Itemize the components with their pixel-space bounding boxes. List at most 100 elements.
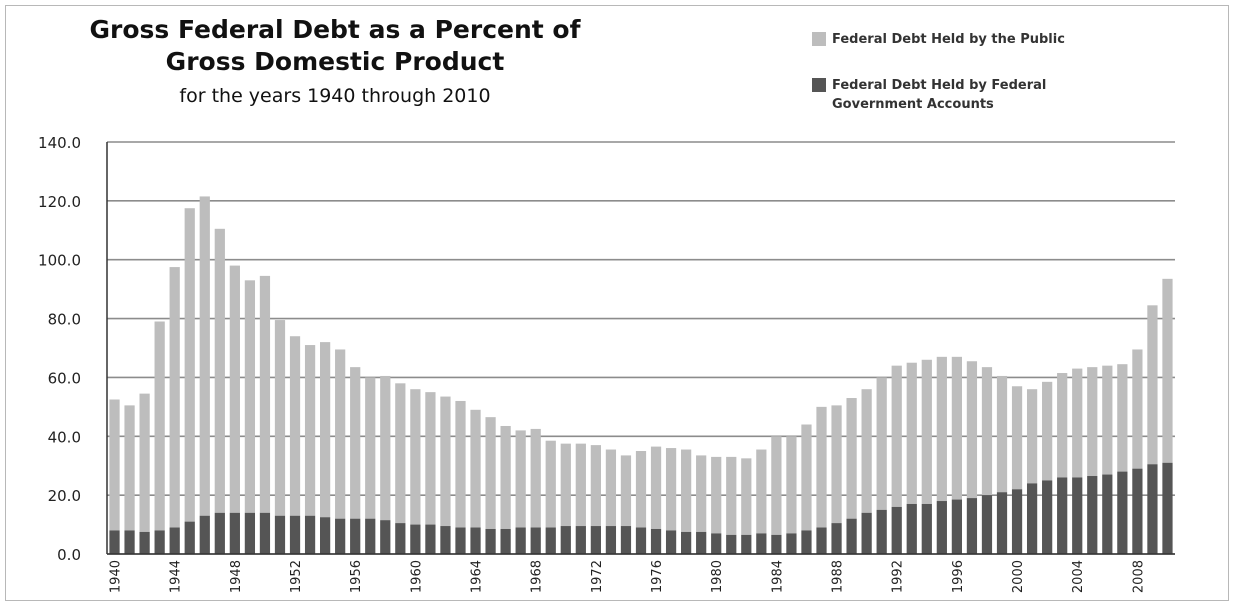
bar-public-2007: [1117, 364, 1128, 472]
bar-federal-2004: [1072, 477, 1083, 554]
bar-public-1997: [966, 361, 978, 499]
legend-label-public: Federal Debt Held by the Public: [832, 32, 1065, 47]
bar-public-1979: [696, 455, 707, 532]
bar-federal-1992: [891, 506, 902, 554]
bar-public-1966: [500, 425, 511, 529]
x-tick-label-1992: 1992: [891, 560, 906, 593]
bar-federal-1964: [470, 527, 481, 554]
bar-public-1960: [410, 389, 421, 525]
x-tick-label-1996: 1996: [951, 560, 966, 593]
chart-title-line-2: Gross Domestic Product: [165, 47, 505, 76]
bar-federal-1968: [530, 527, 541, 554]
x-tick-label-1964: 1964: [470, 560, 485, 593]
y-tick-label: 100.0: [38, 252, 81, 270]
bar-federal-1966: [500, 528, 511, 554]
bar-federal-1951: [274, 515, 286, 554]
bar-public-2004: [1072, 368, 1083, 478]
bar-public-2003: [1057, 373, 1068, 478]
bar-public-1950: [259, 275, 271, 513]
bar-federal-1965: [485, 528, 496, 554]
bar-federal-1977: [665, 530, 677, 554]
bar-public-1955: [335, 349, 346, 519]
bar-federal-1974: [620, 526, 632, 554]
bar-public-1970: [560, 443, 571, 527]
bar-federal-1949: [244, 512, 256, 554]
bar-public-1963: [455, 400, 466, 528]
bar-federal-1945: [184, 521, 195, 554]
bar-public-1948: [229, 265, 240, 513]
bar-public-1956: [350, 367, 361, 519]
bar-federal-1976: [650, 528, 662, 554]
bar-public-1981: [726, 456, 737, 535]
bar-public-1992: [891, 365, 902, 507]
bar-federal-1995: [936, 501, 947, 554]
bar-public-1978: [681, 449, 692, 532]
bar-public-2006: [1102, 365, 1113, 475]
x-tick-label-1968: 1968: [530, 560, 545, 593]
bar-federal-1978: [681, 531, 692, 554]
bar-federal-1960: [410, 524, 421, 554]
chart-subtitle: for the years 1940 through 2010: [179, 85, 491, 107]
bar-public-1987: [816, 406, 827, 528]
x-tick-label-1980: 1980: [710, 560, 725, 593]
bar-federal-2000: [1011, 489, 1023, 554]
bar-public-1945: [184, 208, 195, 522]
bar-public-2005: [1087, 367, 1098, 477]
bar-public-1990: [861, 389, 872, 513]
bar-public-1954: [319, 342, 331, 518]
legend-item-federal: Federal Debt Held by Federal Government …: [812, 76, 1092, 114]
bar-federal-1971: [575, 526, 586, 554]
bar-federal-1980: [711, 533, 722, 554]
bar-federal-1941: [124, 530, 135, 554]
x-tick-label-1956: 1956: [349, 560, 364, 593]
x-tick-label-2000: 2000: [1011, 560, 1026, 593]
y-tick-label: 120.0: [38, 193, 81, 211]
bar-federal-1947: [214, 512, 225, 554]
bar-public-2000: [1011, 386, 1023, 490]
bar-federal-1999: [996, 492, 1008, 554]
bar-federal-1953: [304, 515, 316, 554]
bar-public-1994: [921, 359, 932, 504]
bar-federal-1950: [259, 512, 271, 554]
bar-public-1988: [831, 405, 842, 524]
bar-public-1982: [741, 458, 752, 535]
bar-public-1996: [951, 356, 963, 500]
bar-federal-1955: [335, 518, 346, 554]
bar-federal-1944: [169, 527, 180, 554]
bar-public-1974: [620, 455, 632, 527]
y-tick-label: 140.0: [38, 134, 81, 152]
y-tick-label: 0.0: [57, 546, 81, 564]
bar-public-1957: [365, 377, 376, 519]
bar-federal-1958: [380, 520, 391, 554]
y-tick-label: 60.0: [48, 369, 81, 387]
bar-federal-1996: [951, 499, 963, 554]
bar-federal-1954: [319, 517, 331, 554]
bar-public-1947: [214, 228, 225, 513]
bar-public-1944: [169, 267, 180, 528]
bar-public-1972: [590, 445, 601, 527]
y-tick-label: 20.0: [48, 487, 81, 505]
bar-federal-1975: [635, 527, 647, 554]
legend-swatch-federal: [812, 78, 826, 92]
bar-federal-1979: [696, 531, 707, 554]
bar-federal-1957: [365, 518, 376, 554]
bar-federal-1994: [921, 503, 932, 554]
x-tick-label-1972: 1972: [590, 560, 605, 593]
bar-federal-1942: [139, 531, 150, 554]
bar-federal-2003: [1057, 477, 1068, 554]
bar-public-1949: [244, 280, 256, 513]
bar-public-2008: [1132, 349, 1143, 469]
bar-public-1967: [515, 430, 526, 528]
bar-public-1995: [936, 356, 947, 502]
bar-public-1984: [771, 436, 782, 535]
chart-title: Gross Federal Debt as a Percent of Gross…: [40, 14, 630, 78]
bar-public-1991: [876, 377, 887, 510]
bar-federal-2008: [1132, 468, 1143, 554]
bar-public-1958: [380, 375, 391, 521]
y-tick-label: 40.0: [48, 428, 81, 446]
bar-federal-1959: [395, 523, 406, 554]
bar-federal-2006: [1102, 474, 1113, 554]
bar-public-1989: [846, 398, 857, 519]
bar-federal-1963: [455, 527, 466, 554]
